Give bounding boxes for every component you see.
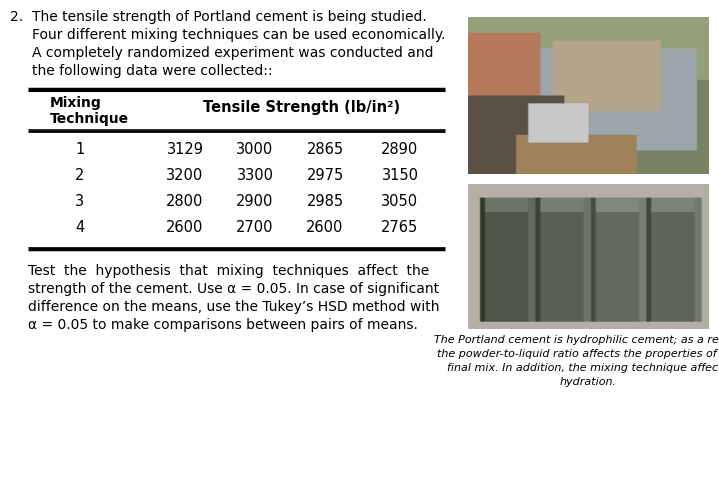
Text: 4: 4 (75, 220, 85, 235)
Text: Mixing: Mixing (50, 96, 102, 110)
Text: 2865: 2865 (306, 142, 344, 157)
Text: the powder-to-liquid ratio affects the properties of the: the powder-to-liquid ratio affects the p… (437, 348, 719, 358)
Text: 3300: 3300 (237, 167, 273, 182)
Text: Tensile Strength (lb/in²): Tensile Strength (lb/in²) (203, 100, 400, 115)
Text: 2.: 2. (10, 10, 23, 24)
Text: 2900: 2900 (237, 194, 274, 209)
Text: 2600: 2600 (306, 220, 344, 235)
Text: 1: 1 (75, 142, 85, 157)
Text: strength of the cement. Use α = 0.05. In case of significant: strength of the cement. Use α = 0.05. In… (28, 281, 439, 295)
Text: The tensile strength of Portland cement is being studied.: The tensile strength of Portland cement … (32, 10, 427, 24)
Text: 2975: 2975 (306, 167, 344, 182)
Text: Four different mixing techniques can be used economically.: Four different mixing techniques can be … (32, 28, 446, 42)
Text: 2700: 2700 (237, 220, 274, 235)
Text: difference on the means, use the Tukey’s HSD method with: difference on the means, use the Tukey’s… (28, 300, 439, 313)
Text: 2890: 2890 (381, 142, 418, 157)
Text: 3000: 3000 (237, 142, 274, 157)
Text: α = 0.05 to make comparisons between pairs of means.: α = 0.05 to make comparisons between pai… (28, 318, 418, 332)
Text: the following data were collected::: the following data were collected:: (32, 64, 273, 78)
Text: Technique: Technique (50, 112, 129, 126)
Text: 2765: 2765 (381, 220, 418, 235)
Text: 3129: 3129 (167, 142, 203, 157)
Text: 2600: 2600 (166, 220, 203, 235)
Text: 3050: 3050 (382, 194, 418, 209)
Text: The Portland cement is hydrophilic cement; as a result,: The Portland cement is hydrophilic cemen… (434, 334, 719, 344)
Text: 2800: 2800 (166, 194, 203, 209)
Text: final mix. In addition, the mixing technique affects: final mix. In addition, the mixing techn… (447, 362, 719, 372)
Text: 3150: 3150 (382, 167, 418, 182)
Text: 3200: 3200 (166, 167, 203, 182)
Text: Test  the  hypothesis  that  mixing  techniques  affect  the: Test the hypothesis that mixing techniqu… (28, 263, 429, 277)
Text: 2: 2 (75, 167, 85, 182)
Text: 3: 3 (75, 194, 85, 209)
Text: 2985: 2985 (306, 194, 344, 209)
Text: hydration.: hydration. (559, 376, 616, 386)
Text: A completely randomized experiment was conducted and: A completely randomized experiment was c… (32, 46, 434, 60)
